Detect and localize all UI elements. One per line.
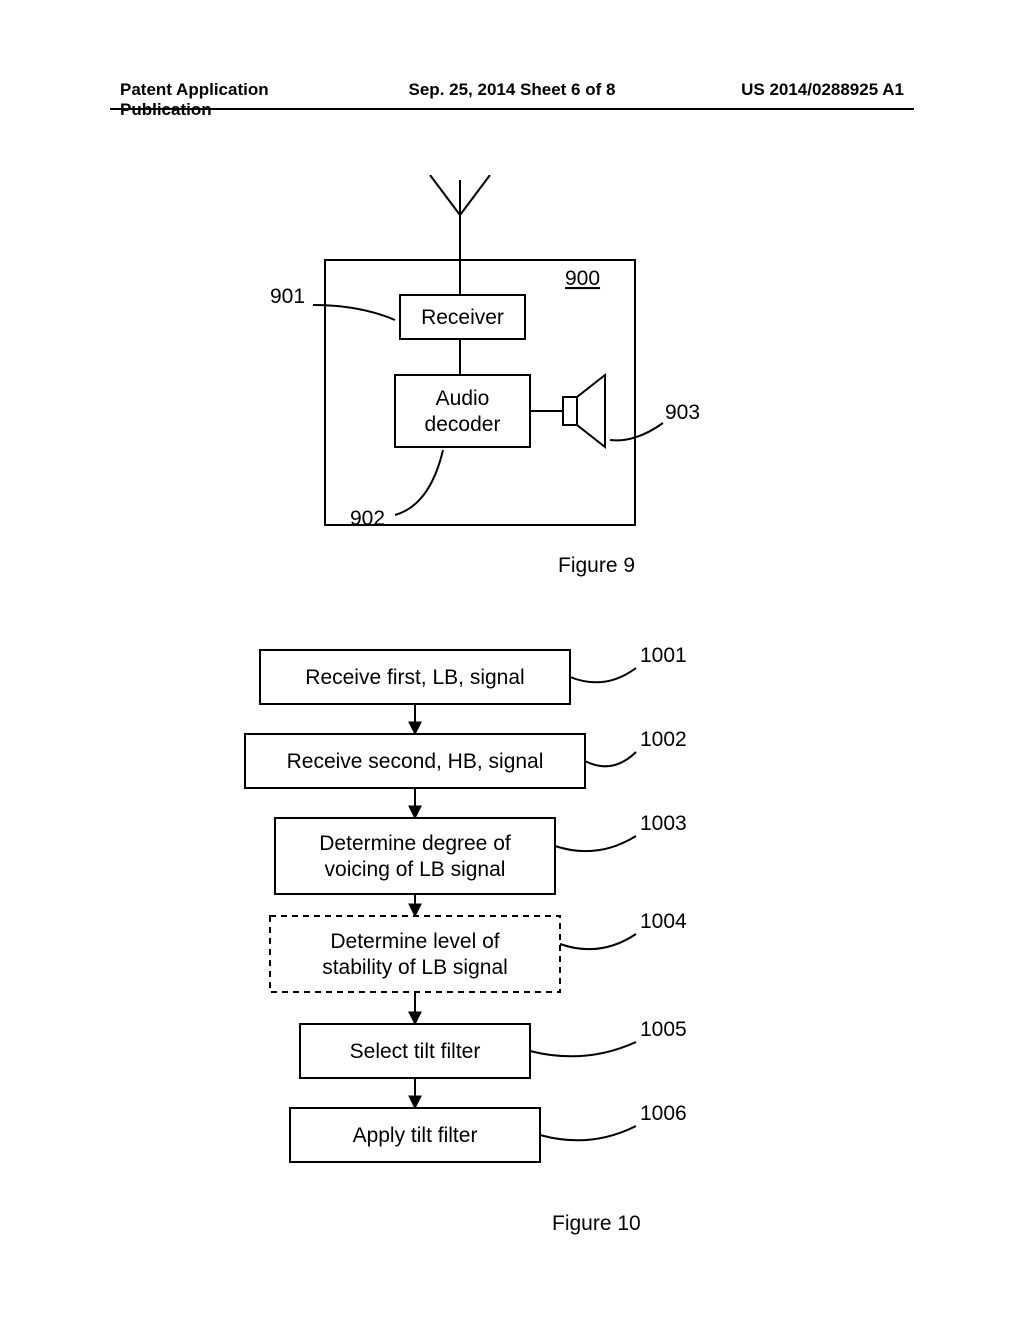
receiver-label: Receiver [421,306,504,329]
flow-step-ref: 1001 [640,644,687,667]
flow-step-text: Receive second, HB, signal [287,750,544,773]
figure-9: 900 Receiver 901 Audio decoder 902 903 [265,175,775,575]
flow-step-ref: 1005 [640,1018,687,1041]
figure-10-label: Figure 10 [552,1212,641,1236]
flow-step-text: Apply tilt filter [353,1124,478,1147]
flow-step-ref: 1006 [640,1102,687,1125]
header-rule [110,108,914,110]
figure-9-label: Figure 9 [558,554,635,578]
flow-step-text: Receive first, LB, signal [305,666,524,689]
figure-10: Receive first, LB, signal 1001 Receive sec… [200,640,800,1210]
decoder-ref: 902 [350,507,385,530]
decoder-label-1: Audio [436,387,490,410]
header-mid: Sep. 25, 2014 Sheet 6 of 8 [344,80,680,120]
speaker-ref: 903 [665,401,700,424]
flow-step-ref: 1004 [640,910,687,933]
flow-step-text: Determine degree of [319,832,511,855]
header-right: US 2014/0288925 A1 [680,80,904,120]
flow-step-text: Determine level of [330,930,499,953]
flow-step-text: voicing of LB signal [325,858,506,881]
system-ref: 900 [565,267,600,290]
page: Patent Application Publication Sep. 25, … [0,0,1024,1320]
flow-step-ref: 1003 [640,812,687,835]
flow-step-text: Select tilt filter [350,1040,481,1063]
receiver-ref: 901 [270,285,305,308]
page-header: Patent Application Publication Sep. 25, … [0,80,1024,120]
decoder-label-2: decoder [425,413,501,436]
flow-step-ref: 1002 [640,728,687,751]
flow-step-text: stability of LB signal [322,956,508,979]
header-left: Patent Application Publication [120,80,344,120]
